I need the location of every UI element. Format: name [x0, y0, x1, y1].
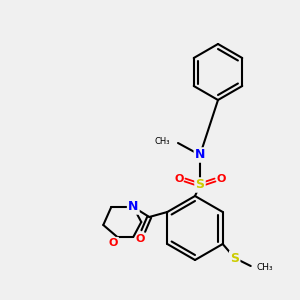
Text: S: S — [196, 178, 205, 191]
Text: N: N — [128, 200, 139, 214]
Text: O: O — [174, 174, 184, 184]
Text: CH₃: CH₃ — [154, 136, 170, 146]
Text: O: O — [136, 234, 145, 244]
Text: O: O — [216, 174, 226, 184]
Text: CH₃: CH₃ — [257, 263, 273, 272]
Text: O: O — [109, 238, 118, 248]
Text: S: S — [230, 251, 239, 265]
Text: N: N — [195, 148, 205, 161]
